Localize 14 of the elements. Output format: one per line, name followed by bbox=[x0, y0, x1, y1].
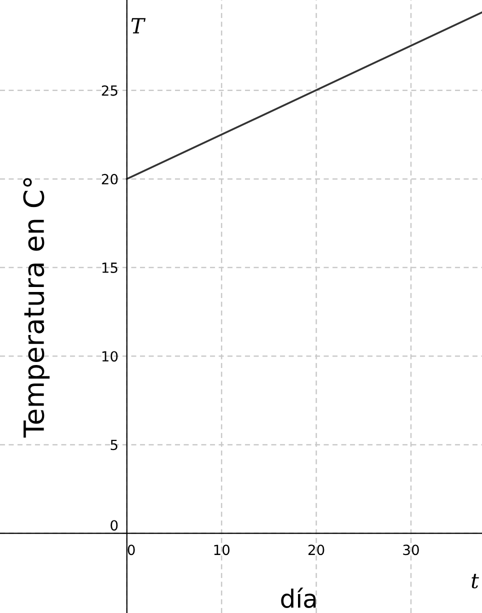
annotation: t bbox=[472, 574, 479, 588]
y-tick-label: 5 bbox=[110, 440, 118, 450]
x-tick-label: 10 bbox=[214, 544, 230, 556]
y-tick-label: 25 bbox=[102, 85, 118, 96]
annotation: T bbox=[131, 18, 146, 34]
x-tick-label: 0 bbox=[128, 544, 135, 556]
y-axis-title: Temperatura en C° bbox=[23, 178, 50, 438]
x-axis-title: día bbox=[281, 588, 316, 608]
y-tick-label: 0 bbox=[110, 520, 118, 531]
y-tick-label: 10 bbox=[102, 351, 118, 362]
x-tick-label: 20 bbox=[308, 544, 324, 556]
x-tick-label: 30 bbox=[403, 544, 419, 556]
y-tick-label: 20 bbox=[102, 174, 118, 184]
y-tick-label: 15 bbox=[102, 262, 118, 273]
